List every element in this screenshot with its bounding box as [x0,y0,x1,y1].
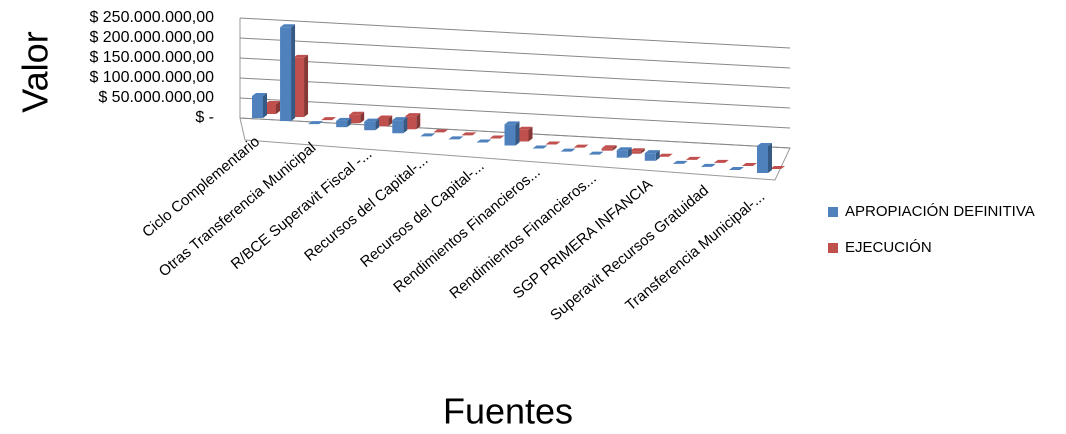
bar-top [713,159,729,163]
grid-line [239,97,791,129]
bar-top [293,54,309,58]
y-tick-label: $ 250.000.000,00 [89,9,214,26]
bar-side [276,101,280,114]
y-tick-label: $ - [195,109,214,126]
bar [504,124,516,146]
bar-top [377,115,393,119]
bar [364,121,376,131]
bar-top [616,147,632,151]
bar-top [489,135,505,139]
bar-top [573,144,589,148]
bar-side [612,145,617,151]
bar-side [388,115,393,127]
y-tick-label: $ 50.000.000,00 [98,89,214,106]
bar-side [528,126,533,142]
grid-line [239,77,791,109]
bar-top [644,150,660,154]
bar [757,146,768,173]
bar-top [308,121,324,125]
bar-side [515,121,520,146]
bar [644,153,656,161]
bar-side [360,111,365,124]
bar-top [532,145,548,149]
bar [252,96,263,118]
bar-top [433,129,449,133]
bar [293,57,305,118]
bar-side [263,93,267,118]
bar-top [545,141,561,145]
bar-top [741,162,757,166]
bar-top [364,118,380,122]
x-tick-label: Recursos del Capital-... [357,158,487,271]
bar [517,129,529,142]
bar-top [601,145,617,149]
bar-top [728,166,744,170]
bar-top [349,111,365,115]
x-tick-label: Ciclo Complementario [139,133,263,241]
bar [349,114,361,124]
bar-side [768,143,772,173]
bar [377,118,389,127]
bar-side [640,148,645,154]
bar-side [375,118,380,131]
bar-top [280,24,296,28]
bar-side [403,117,408,134]
legend-label: APROPIACIÓN DEFINITIVA [845,203,1035,220]
bar-top [321,117,337,121]
bar-top [405,113,421,117]
bar [405,116,417,130]
bar-top [448,136,464,140]
bar-top [517,126,533,130]
bar-side [416,113,421,130]
bar [601,148,613,151]
y-tick-label: $ 100.000.000,00 [89,69,214,86]
bar [280,27,292,122]
bar-top [770,166,785,169]
x-axis-title: Fuentes [443,391,573,432]
bar-top [420,133,436,137]
bar-top [560,148,576,152]
legend-swatch [828,243,838,253]
bar-top [504,121,520,125]
legend-label: EJECUCIÓN [845,239,932,256]
bar-top [252,93,267,96]
y-tick-label: $ 200.000.000,00 [89,29,214,46]
bar [616,150,628,158]
bar-top [700,163,716,167]
bar-top [476,139,492,143]
y-axis-title: Valor [15,31,56,112]
y-tick-label: $ 150.000.000,00 [89,49,214,66]
bar-side [347,117,352,128]
x-tick-label: Recursos del Capital-... [301,151,431,264]
bar [392,120,404,134]
bar-top [757,143,772,146]
bar [336,120,348,128]
bar-top [588,151,604,155]
bar-top [685,156,701,160]
bar-top [657,153,673,157]
bar-side [627,147,632,158]
legend-swatch [828,207,838,217]
bar-side [655,150,660,161]
bar-top [265,101,280,104]
bar-top [461,132,477,136]
bar-side [304,54,309,118]
grid-line [239,37,791,69]
bar-top [392,117,408,121]
bar-top [629,148,645,152]
bar-top [672,160,688,164]
bar [265,104,276,114]
bar [629,151,641,154]
grid-line [239,17,791,49]
bar-side [291,24,296,122]
bar-top [336,117,352,121]
grid-line [239,57,791,89]
